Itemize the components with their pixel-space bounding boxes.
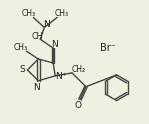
Text: Br⁻: Br⁻ — [100, 43, 116, 53]
Text: CH₃: CH₃ — [13, 43, 28, 52]
Text: N⁺: N⁺ — [55, 72, 67, 81]
Text: N: N — [43, 20, 50, 29]
Text: N: N — [33, 83, 40, 92]
Text: CH₂: CH₂ — [72, 65, 86, 74]
Text: S: S — [20, 65, 25, 74]
Text: CH₃: CH₃ — [21, 9, 35, 18]
Text: CH: CH — [32, 32, 43, 41]
Text: O: O — [74, 101, 82, 110]
Text: N: N — [51, 40, 58, 49]
Text: CH₃: CH₃ — [55, 9, 69, 18]
